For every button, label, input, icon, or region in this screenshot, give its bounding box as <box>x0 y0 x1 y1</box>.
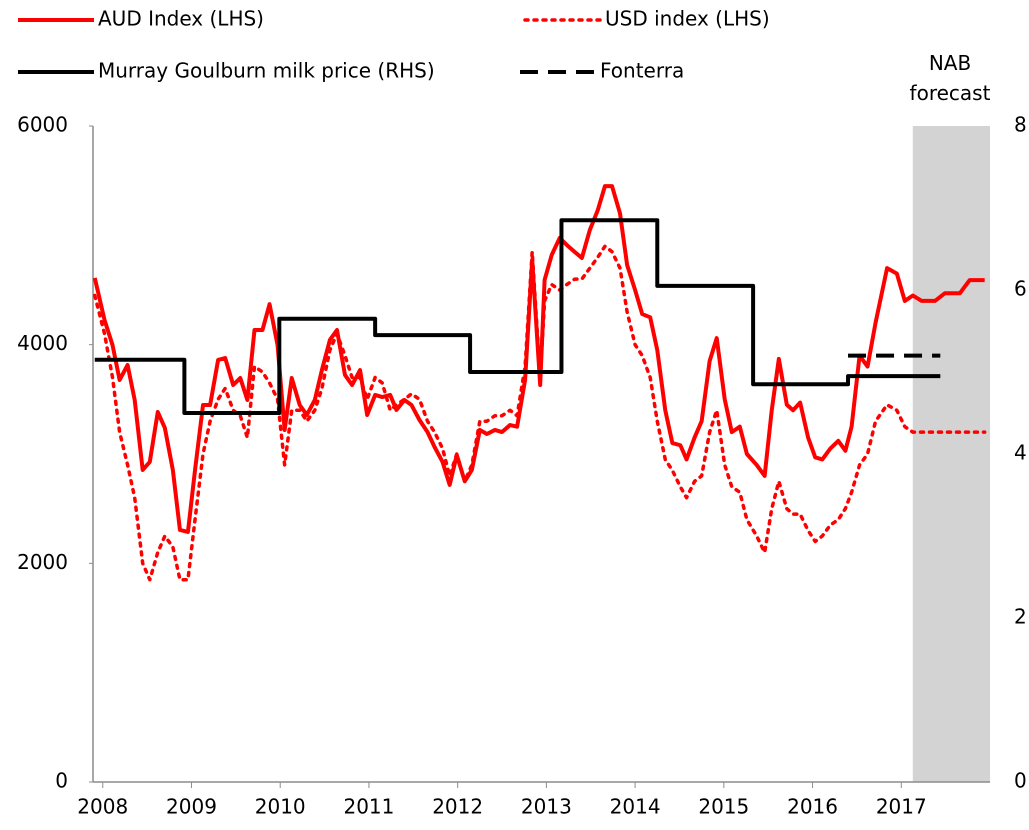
legend-label: Fonterra <box>600 59 684 83</box>
x-tick-label: 2014 <box>610 795 661 819</box>
x-tick-label: 2013 <box>521 795 572 819</box>
x-tick-label: 2015 <box>698 795 749 819</box>
y-tick-label: 0 <box>55 769 68 793</box>
x-tick-label: 2016 <box>787 795 838 819</box>
y-tick-label: 6000 <box>17 113 68 137</box>
y2-tick-label: 2 <box>1014 605 1027 629</box>
series-line <box>92 184 985 534</box>
y-tick-label: 2000 <box>17 550 68 574</box>
forecast-band <box>912 126 990 782</box>
y-tick-label: 4000 <box>17 331 68 355</box>
legend-label: AUD Index (LHS) <box>98 7 264 31</box>
forecast-layer <box>912 126 990 782</box>
y2-tick-label: 8 <box>1014 113 1027 137</box>
x-tick-label: 2012 <box>432 795 483 819</box>
x-tick-label: 2008 <box>77 795 128 819</box>
y2-tick-label: 6 <box>1014 277 1027 301</box>
forecast-label: NAB forecast <box>909 51 991 105</box>
legend-label: Murray Goulburn milk price (RHS) <box>98 59 435 83</box>
y2-tick-label: 4 <box>1014 441 1027 465</box>
x-tick-label: 2017 <box>876 795 927 819</box>
legend-label: USD index (LHS) <box>605 7 770 31</box>
x-tick-label: 2010 <box>255 795 306 819</box>
series-line <box>94 218 941 415</box>
y2-tick-label: 0 <box>1014 769 1027 793</box>
x-tick-label: 2009 <box>166 795 217 819</box>
x-tick-label: 2011 <box>343 795 394 819</box>
series-line <box>93 244 987 582</box>
